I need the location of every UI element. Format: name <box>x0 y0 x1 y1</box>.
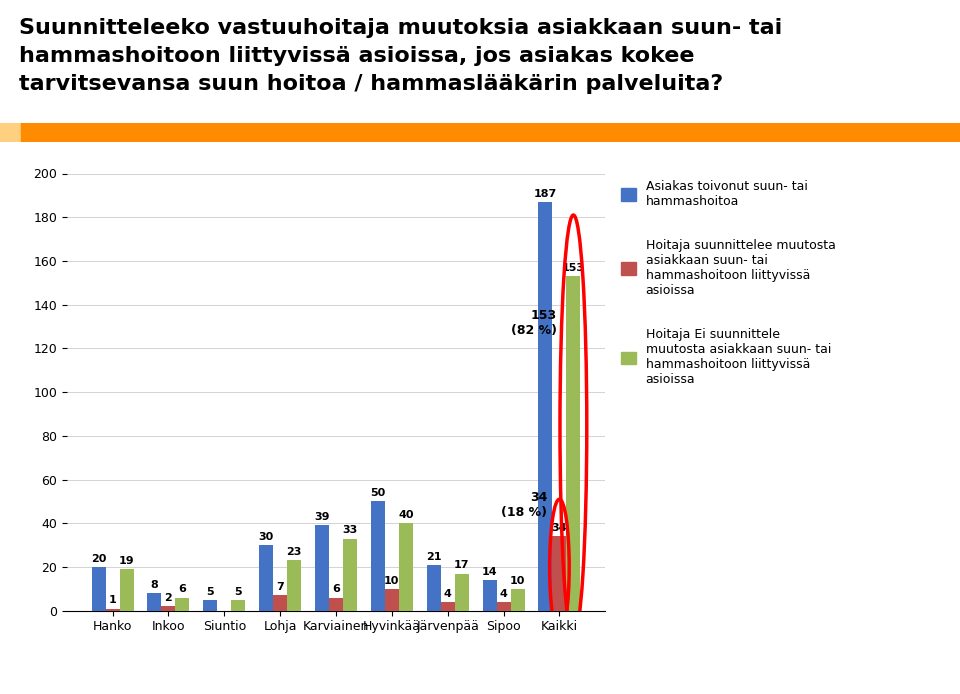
Bar <box>91 567 106 611</box>
Text: 34: 34 <box>552 523 567 533</box>
Bar <box>511 589 524 611</box>
Text: 40: 40 <box>398 510 414 520</box>
Bar <box>315 525 329 611</box>
Legend: Asiakas toivonut suun- tai
hammashoitoa, Hoitaja suunnittelee muutosta
asiakkaan: Asiakas toivonut suun- tai hammashoitoa,… <box>621 180 835 387</box>
Text: 153: 153 <box>562 263 585 273</box>
Text: 23: 23 <box>286 547 301 557</box>
Bar <box>231 600 245 611</box>
Bar <box>427 565 441 611</box>
Bar <box>385 589 398 611</box>
Text: 187: 187 <box>534 189 557 198</box>
Text: 34
(18 %): 34 (18 %) <box>501 491 547 519</box>
Text: 21: 21 <box>426 552 442 561</box>
Bar <box>455 573 468 611</box>
Bar <box>371 501 385 611</box>
Text: 4: 4 <box>444 589 451 599</box>
Text: 5: 5 <box>234 586 242 597</box>
Bar <box>566 276 581 611</box>
Bar <box>161 607 176 611</box>
Text: 39: 39 <box>314 512 330 522</box>
Text: 153
(82 %): 153 (82 %) <box>511 309 557 337</box>
Bar <box>287 561 301 611</box>
Text: 8: 8 <box>151 580 158 590</box>
Bar <box>398 523 413 611</box>
Bar <box>343 539 357 611</box>
Text: 10: 10 <box>384 575 399 586</box>
Bar <box>176 598 189 611</box>
Bar <box>329 598 343 611</box>
Text: Suunnitteleeko vastuuhoitaja muutoksia asiakkaan suun- tai
hammashoitoon liittyv: Suunnitteleeko vastuuhoitaja muutoksia a… <box>19 18 782 94</box>
Text: 20: 20 <box>91 554 107 564</box>
Text: 7: 7 <box>276 582 284 592</box>
Text: 14: 14 <box>482 567 497 577</box>
Bar <box>106 609 120 611</box>
Text: 6: 6 <box>332 584 340 594</box>
Bar <box>120 569 133 611</box>
Text: 17: 17 <box>454 560 469 570</box>
Text: 10: 10 <box>510 575 525 586</box>
Text: 4: 4 <box>499 589 508 599</box>
Bar <box>148 593 161 611</box>
Bar <box>441 602 455 611</box>
Bar <box>539 202 552 611</box>
Bar <box>483 580 496 611</box>
Text: 19: 19 <box>119 556 134 566</box>
Text: 33: 33 <box>343 525 357 535</box>
Text: 5: 5 <box>206 586 214 597</box>
Bar <box>274 595 287 611</box>
Text: 50: 50 <box>371 488 386 498</box>
Bar <box>204 600 217 611</box>
Text: 2: 2 <box>164 593 172 603</box>
Text: 30: 30 <box>258 532 274 542</box>
Bar <box>0 123 21 142</box>
Bar <box>259 545 274 611</box>
Bar <box>496 602 511 611</box>
Text: 6: 6 <box>179 584 186 594</box>
Text: 1: 1 <box>108 595 116 605</box>
Bar <box>552 536 566 611</box>
